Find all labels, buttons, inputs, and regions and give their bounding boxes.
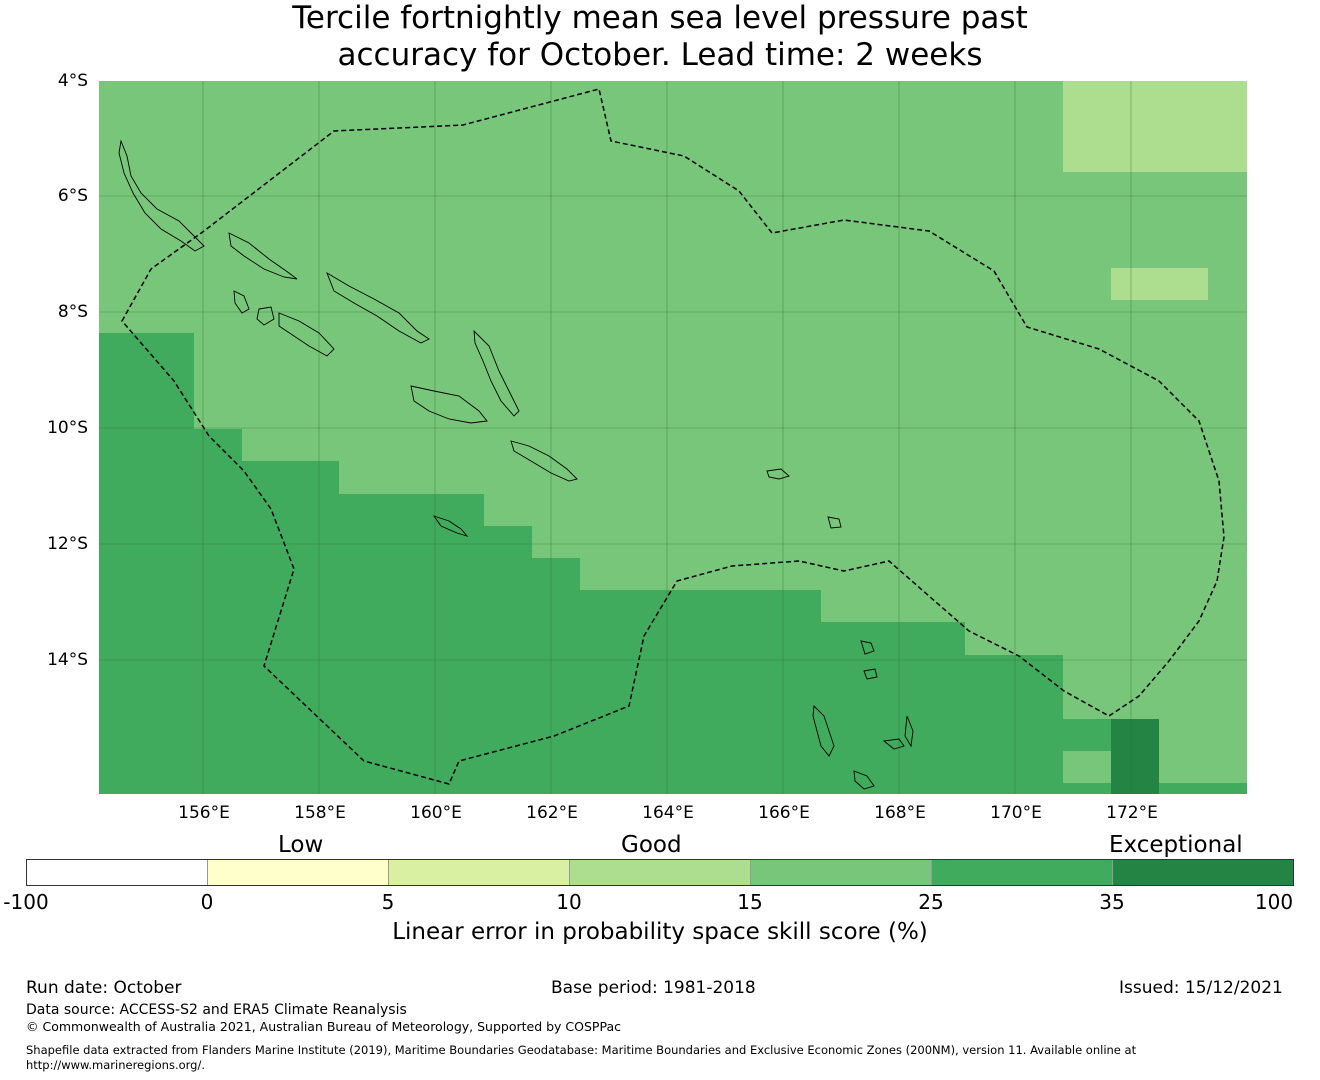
graticule	[99, 81, 1247, 794]
region-light-ne	[1063, 81, 1247, 172]
colorbar-segment	[570, 860, 751, 885]
data-source: Data source: ACCESS-S2 and ERA5 Climate …	[26, 1002, 407, 1018]
region-light-east	[1111, 268, 1208, 300]
colorbar-segment	[208, 860, 389, 885]
shapefile-credit-line-2: http://www.marineregions.org/.	[26, 1058, 205, 1072]
colorbar-tick: 5	[381, 890, 395, 914]
lat-tick: 6°S	[57, 186, 88, 206]
lat-tick: 10°S	[47, 418, 88, 438]
colorbar-tick: 25	[918, 890, 944, 914]
copyright: © Commonwealth of Australia 2021, Austra…	[26, 1019, 621, 1034]
lat-tick: 8°S	[57, 302, 88, 322]
lat-tick: 4°S	[57, 71, 88, 91]
lat-tick: 14°S	[47, 650, 88, 670]
region-very-good	[99, 333, 1247, 794]
eez-boundary	[121, 88, 1225, 785]
legend-category-good: Good	[621, 832, 682, 858]
colorbar-tick: 15	[737, 890, 763, 914]
run-date: Run date: October	[26, 978, 182, 998]
colorbar-tick: 35	[1099, 890, 1125, 914]
lon-tick: 168°E	[874, 803, 926, 823]
title-line-2: accuracy for October. Lead time: 2 weeks	[337, 37, 983, 73]
colorbar-segment	[389, 860, 570, 885]
colorbar	[26, 859, 1294, 886]
coastlines	[118, 139, 914, 790]
legend-category-exceptional: Exceptional	[1109, 832, 1243, 858]
colorbar-segment	[1113, 860, 1293, 885]
lat-tick: 12°S	[47, 534, 88, 554]
lon-tick: 160°E	[410, 803, 462, 823]
colorbar-segment	[932, 860, 1113, 885]
lon-tick: 162°E	[526, 803, 578, 823]
region-exceptional	[1111, 719, 1159, 794]
colorbar-tick: -100	[3, 890, 49, 914]
shapefile-credit-line-1: Shapefile data extracted from Flanders M…	[26, 1043, 1137, 1057]
chart-title: Tercile fortnightly mean sea level press…	[0, 0, 1320, 74]
base-period: Base period: 1981-2018	[551, 978, 756, 998]
issued-date: Issued: 15/12/2021	[1119, 978, 1283, 998]
lon-tick: 156°E	[178, 803, 230, 823]
colorbar-label: Linear error in probability space skill …	[392, 919, 928, 945]
skill-score-map	[99, 81, 1247, 794]
lon-tick: 170°E	[990, 803, 1042, 823]
legend-category-low: Low	[278, 832, 324, 858]
lon-tick: 172°E	[1106, 803, 1158, 823]
lon-tick: 158°E	[294, 803, 346, 823]
region-good-sw-patch	[1063, 751, 1111, 783]
colorbar-segment	[751, 860, 932, 885]
title-line-1: Tercile fortnightly mean sea level press…	[292, 0, 1028, 36]
colorbar-segment	[27, 860, 208, 885]
colorbar-tick: 100	[1254, 890, 1294, 914]
colorbar-tick: 10	[556, 890, 582, 914]
colorbar-tick: 0	[200, 890, 214, 914]
lon-tick: 164°E	[642, 803, 694, 823]
lon-tick: 166°E	[758, 803, 810, 823]
